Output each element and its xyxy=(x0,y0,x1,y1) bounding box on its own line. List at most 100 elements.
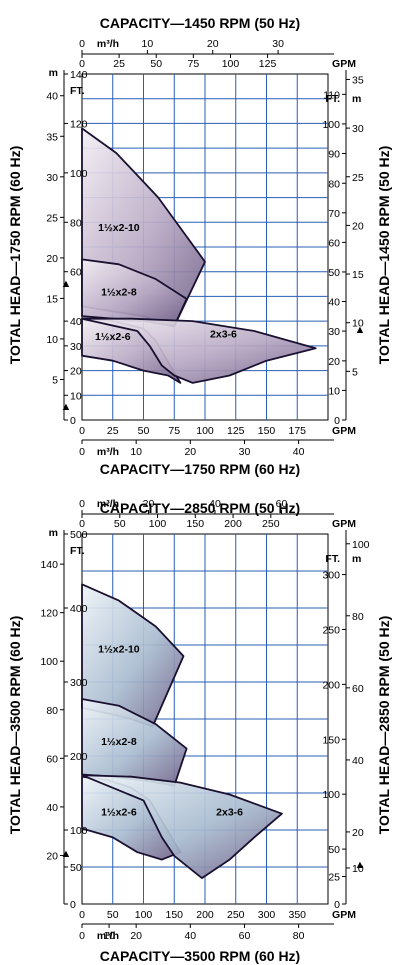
tick-label-left-m: 30 xyxy=(46,172,58,184)
tick-label-right-ft: 250 xyxy=(322,624,340,636)
tick-label-left-ft: 40 xyxy=(70,316,82,328)
region-label: 2x3-6 xyxy=(210,329,237,341)
tick-label-left-m: 80 xyxy=(46,705,58,717)
tick-label-left-m: 35 xyxy=(46,131,58,143)
tick-label-right-ft: 50 xyxy=(328,844,340,856)
tick-label-bottom-gpm: 50 xyxy=(107,909,119,921)
axis-unit-left-ft: FT. xyxy=(70,545,85,557)
tick-label-left-m: 40 xyxy=(46,91,58,103)
tick-label-top-m3h: 10 xyxy=(142,38,154,50)
tick-label-left-ft: 80 xyxy=(70,217,82,229)
tick-label-right-ft: 100 xyxy=(322,789,340,801)
tick-label-right-ft: 150 xyxy=(322,734,340,746)
tick-label-right-m: 25 xyxy=(352,172,364,184)
tick-label-bottom-gpm: 0 xyxy=(79,909,85,921)
npsh-marker: ▲ xyxy=(61,401,72,413)
tick-label-right-ft: 10 xyxy=(328,385,340,397)
tick-label-bottom-gpm: 0 xyxy=(79,425,85,437)
tick-label-top-m3h: 30 xyxy=(272,38,284,50)
tick-label-right-m: 40 xyxy=(352,755,364,767)
tick-label-bottom-gpm: 350 xyxy=(288,909,306,921)
tick-label-left-ft: 120 xyxy=(70,118,88,130)
tick-label-top-gpm: 200 xyxy=(224,518,242,530)
tick-label-bottom-gpm: 25 xyxy=(107,425,119,437)
chart-title-top: CAPACITY—1450 RPM (50 Hz) xyxy=(100,15,300,31)
axis-unit-top-gpm: GPM xyxy=(332,58,356,70)
chart-title-bottom: CAPACITY—3500 RPM (60 Hz) xyxy=(100,948,300,964)
axis-unit-m3h: m³/h xyxy=(97,930,119,942)
tick-label-bottom-m3h: 40 xyxy=(293,446,305,458)
tick-label-left-m: 5 xyxy=(52,374,58,386)
axis-unit-gpm: GPM xyxy=(332,909,356,921)
tick-label-right-m: 10 xyxy=(352,863,364,875)
tick-label-right-m: 60 xyxy=(352,683,364,695)
tick-label-bottom-gpm: 100 xyxy=(135,909,153,921)
region-label: 1½x2-10 xyxy=(98,644,140,656)
tick-label-right-ft: 110 xyxy=(323,89,340,101)
tick-label-right-m: 35 xyxy=(352,74,364,86)
tick-label-left-m: 60 xyxy=(46,753,58,765)
tick-label-left-ft: 500 xyxy=(70,529,88,541)
tick-label-right-ft: 0 xyxy=(334,415,340,427)
tick-label-left-m: 140 xyxy=(40,559,58,571)
tick-label-top-gpm: 150 xyxy=(187,518,205,530)
tick-label-bottom-gpm: 150 xyxy=(165,909,183,921)
tick-label-right-ft: 200 xyxy=(322,679,340,691)
tick-label-top-m3h: 40 xyxy=(209,498,221,510)
tick-label-left-m: 20 xyxy=(46,850,58,862)
tick-label-bottom-gpm: 75 xyxy=(168,425,180,437)
tick-label-right-ft: 20 xyxy=(328,356,340,368)
axis-unit-top-gpm: GPM xyxy=(332,518,356,530)
tick-label-top-gpm: 0 xyxy=(79,518,85,530)
tick-label-top-gpm: 50 xyxy=(114,518,126,530)
tick-label-left-m: 25 xyxy=(46,212,58,224)
axis-unit-left-ft: FT. xyxy=(70,85,85,97)
tick-label-left-ft: 400 xyxy=(70,603,88,615)
tick-label-bottom-gpm: 150 xyxy=(258,425,276,437)
region-label: 1½x2-6 xyxy=(101,807,137,819)
y-axis-label-right: TOTAL HEAD—2850 RPM (50 Hz) xyxy=(376,616,392,835)
axis-unit-right-ft: FT. xyxy=(325,553,340,565)
axis-unit-left-m: m xyxy=(49,527,58,539)
tick-label-bottom-gpm: 100 xyxy=(196,425,214,437)
tick-label-left-ft: 300 xyxy=(70,677,88,689)
region-label: 1½x2-8 xyxy=(101,736,137,748)
tick-label-top-m3h: 60 xyxy=(276,498,288,510)
tick-label-top-gpm: 50 xyxy=(150,58,162,70)
tick-label-left-m: 20 xyxy=(46,253,58,265)
tick-label-top-gpm: 250 xyxy=(262,518,280,530)
tick-label-bottom-m3h: 40 xyxy=(184,930,196,942)
region-4 xyxy=(81,774,283,880)
tick-label-right-m: 20 xyxy=(352,220,364,232)
tick-label-right-m: 20 xyxy=(352,827,364,839)
axis-unit-right-m: m xyxy=(352,553,361,565)
tick-label-right-ft: 300 xyxy=(322,570,340,582)
tick-label-right-m: 80 xyxy=(352,611,364,623)
axis-unit-right-ft: FT. xyxy=(325,93,340,105)
tick-label-right-m: 100 xyxy=(352,539,370,551)
tick-label-bottom-gpm: 175 xyxy=(288,425,306,437)
chart-title-bottom: CAPACITY—1750 RPM (60 Hz) xyxy=(100,461,300,477)
tick-label-right-m: 15 xyxy=(352,269,364,281)
tick-label-left-m: 10 xyxy=(46,334,58,346)
tick-label-top-m3h: 20 xyxy=(143,498,155,510)
tick-label-bottom-m3h: 20 xyxy=(130,930,142,942)
tick-label-bottom-gpm: 50 xyxy=(138,425,150,437)
tick-label-bottom-m3h: 30 xyxy=(239,446,251,458)
npsh-marker: ▲ xyxy=(61,848,72,860)
tick-label-left-ft: 60 xyxy=(70,267,82,279)
tick-label-right-ft: 100 xyxy=(322,119,340,131)
region-label: 1½x2-8 xyxy=(101,286,137,298)
tick-label-bottom-m3h: 0 xyxy=(79,446,85,458)
npsh-marker: ▲ xyxy=(355,324,366,336)
tick-label-right-ft: 40 xyxy=(328,297,340,309)
tick-label-bottom-gpm: 300 xyxy=(258,909,276,921)
tick-label-right-ft: 90 xyxy=(328,148,340,160)
tick-label-left-ft: 10 xyxy=(70,390,82,402)
tick-label-left-m: 100 xyxy=(40,656,58,668)
axis-unit-top-m3h: m³/h xyxy=(97,38,119,50)
tick-label-right-ft: 50 xyxy=(328,267,340,279)
tick-label-bottom-gpm: 200 xyxy=(196,909,214,921)
